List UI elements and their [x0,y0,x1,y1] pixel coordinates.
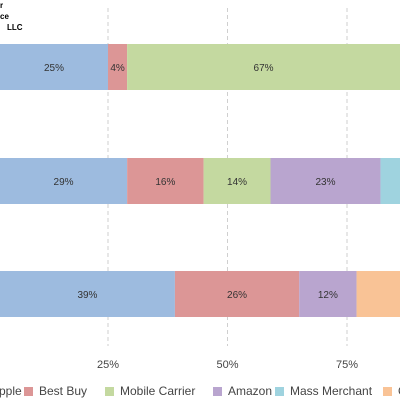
header-line-1: r [0,1,4,10]
legend-item-best-buy: Best Buy [24,382,87,400]
legend-item-amazon: Amazon [213,382,272,400]
data-label-row1-apple: 25% [44,63,64,74]
bar-segment-row2-best-buy [127,158,204,204]
legend-label-apple: Apple [0,384,22,398]
legend-label-mass-merchant: Mass Merchant [290,384,373,398]
bar-segment-row1-apple [0,44,108,90]
data-label-row2-best-buy: 16% [155,177,175,188]
header-line-2: ce [0,12,9,21]
bar-segment-row3-apple [0,271,175,317]
legend-label-mobile-carrier: Mobile Carrier [120,384,196,398]
legend-swatch-mass-merchant [275,386,284,396]
bar-segments [0,44,400,317]
legend-swatch-other [383,386,392,396]
data-label-row3-apple: 39% [77,290,97,301]
chart-header: r ce LLC [0,0,120,33]
bar-segment-row2-mobile-carrier [203,158,271,204]
data-label-row1-mobile-carrier: 67% [254,63,274,74]
data-label-row2-amazon: 23% [315,177,335,188]
legend-label-best-buy: Best Buy [39,384,88,398]
chart-legend: Apple Best Buy Mobile Carrier Amazon Mass Me… [0,382,400,400]
legend-item-mass-merchant: Mass Merchant [275,382,372,400]
bar-segment-row2-apple [0,158,128,204]
bar-segment-row3-other [356,271,400,317]
bar-segment-row2-amazon [270,158,381,204]
segment-labels: 25% 4% 67% 29% 16% 14% 23% 39% 26% 12% [44,63,338,301]
bar-segment-row1-mobile-carrier [127,44,400,90]
legend-label-amazon: Amazon [228,384,273,398]
data-label-row3-best-buy: 26% [227,290,247,301]
x-tick-label-75: 75% [336,359,358,371]
legend-swatch-amazon [213,386,222,396]
legend-item-other: O [383,382,400,400]
x-tick-label-50: 50% [216,359,238,371]
legend-swatch-best-buy [24,386,33,396]
legend-label-other: O [398,384,400,398]
data-label-row3-amazon: 12% [318,290,338,301]
bar-segment-row3-amazon [299,271,357,317]
bar-segment-row1-best-buy [108,44,128,90]
data-label-row1-best-buy: 4% [110,63,125,74]
legend-item-mobile-carrier: Mobile Carrier [105,382,195,400]
data-label-row2-apple: 29% [54,177,74,188]
bar-segment-row2-mass-merchant [380,158,400,204]
header-line-3: LLC [7,23,23,32]
legend-swatch-mobile-carrier [105,386,114,396]
x-axis-ticks: 25% 50% 75% [97,359,358,371]
legend-item-apple: Apple [0,382,22,400]
stacked-bar-chart: 25% 4% 67% 29% 16% 14% 23% 39% 26% 12% 25% 50% 75% [0,8,400,371]
bar-segment-row3-best-buy [174,271,300,317]
x-tick-label-25: 25% [97,359,119,371]
data-label-row2-mobile-carrier: 14% [227,177,247,188]
